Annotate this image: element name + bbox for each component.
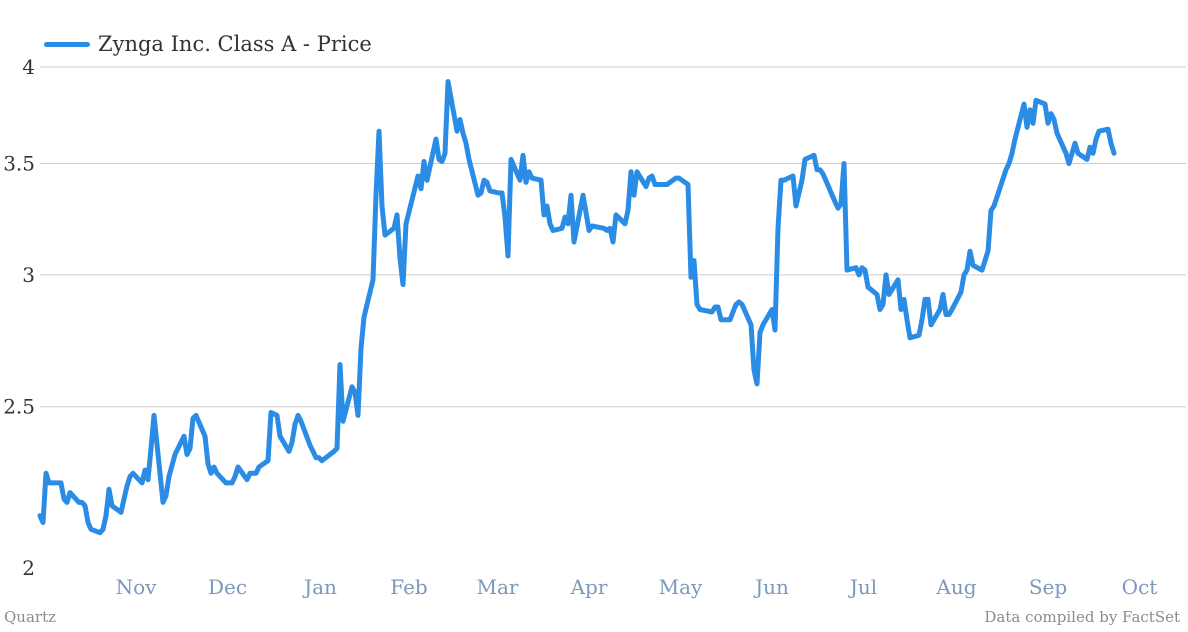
x-tick-label: Nov (116, 575, 158, 599)
x-tick-label: Dec (208, 575, 247, 599)
x-tick-label: Feb (390, 575, 427, 599)
y-tick-label: 3.5 (3, 152, 35, 176)
x-tick-label: May (659, 575, 703, 599)
y-tick-label: 3 (22, 263, 35, 287)
x-tick-label: Jul (848, 575, 877, 599)
x-tick-label: Oct (1122, 575, 1158, 599)
gridlines (40, 66, 1186, 408)
footer-source-right: Data compiled by FactSet (984, 608, 1180, 626)
x-tick-label: Sep (1029, 575, 1067, 599)
series-lines (37, 79, 1117, 536)
y-tick-label: 2.5 (3, 395, 35, 419)
y-tick-label: 2 (22, 556, 35, 580)
x-tick-label: Apr (570, 575, 608, 599)
legend-label: Zynga Inc. Class A - Price (98, 32, 372, 56)
legend-line-swatch (44, 41, 90, 47)
x-axis-ticks: Nov Dec Jan Feb Mar Apr May Jun Jul Aug Sep Oct (116, 575, 1158, 599)
x-tick-label: Aug (935, 575, 976, 599)
x-tick-label: Jan (302, 575, 337, 599)
legend: Zynga Inc. Class A - Price (44, 32, 372, 56)
footer-source-left: Quartz (4, 608, 57, 626)
series-line (37, 79, 1117, 536)
x-tick-label: Jun (753, 575, 789, 599)
y-tick-label: 4 (22, 55, 35, 79)
y-axis-ticks: 2 2.5 3 3.5 4 (3, 55, 35, 580)
x-tick-label: Mar (477, 575, 519, 599)
